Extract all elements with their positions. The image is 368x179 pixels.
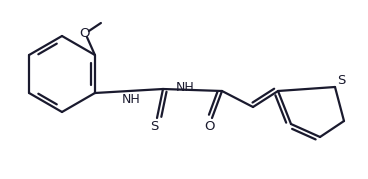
Text: O: O <box>79 26 90 40</box>
Text: NH: NH <box>176 81 194 93</box>
Text: S: S <box>337 74 345 86</box>
Text: S: S <box>150 120 158 132</box>
Text: NH: NH <box>121 93 140 105</box>
Text: O: O <box>204 120 214 132</box>
